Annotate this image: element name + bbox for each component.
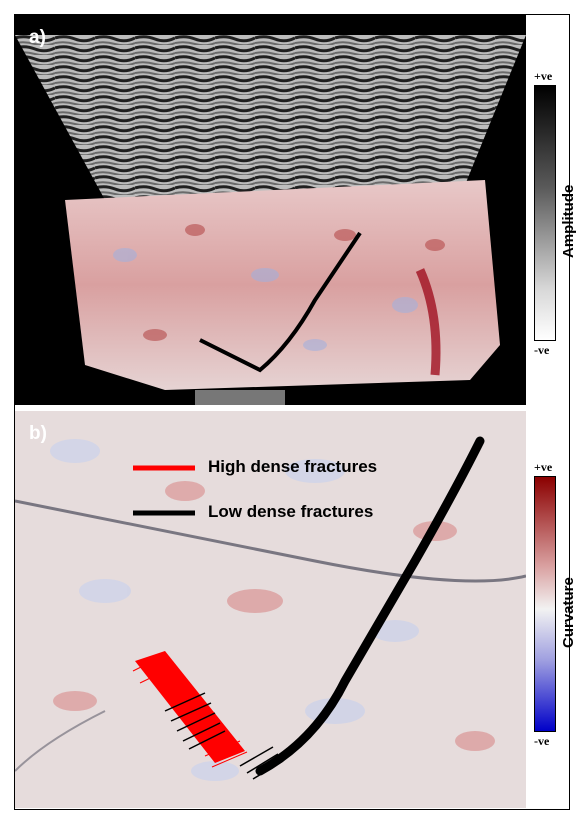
curvature-surface (65, 180, 500, 390)
curvature-max-label: +ve (534, 460, 553, 474)
legend-low-dense-label: Low dense fractures (208, 502, 374, 521)
seismic-3d-render (15, 35, 526, 405)
amplitude-min-label: -ve (534, 343, 550, 357)
figure-frame (14, 14, 570, 810)
low-density-fracture-zone (164, 692, 284, 780)
seismic-section (15, 35, 526, 200)
amplitude-title: Amplitude (560, 184, 577, 258)
surface-texture (113, 224, 445, 351)
legend-high-dense-label: High dense fractures (208, 457, 378, 476)
curvature-texture (50, 439, 495, 781)
curvature-min-label: -ve (534, 734, 550, 748)
panel-a-label: a) (29, 27, 46, 48)
well-path-a (199, 231, 362, 373)
amplitude-colorbar (534, 85, 556, 341)
amplitude-max-label: +ve (534, 69, 553, 83)
curvature-map-render (15, 411, 526, 808)
curvature-title: Curvature (560, 577, 577, 648)
panel-b-curvature-map: b) High dense fractures Low dense fractu… (15, 411, 526, 808)
curvature-colorbar (534, 476, 556, 732)
panel-b-label: b) (29, 423, 47, 444)
panel-a-seismic-view: a) (15, 15, 526, 405)
well-path-b (255, 436, 485, 776)
